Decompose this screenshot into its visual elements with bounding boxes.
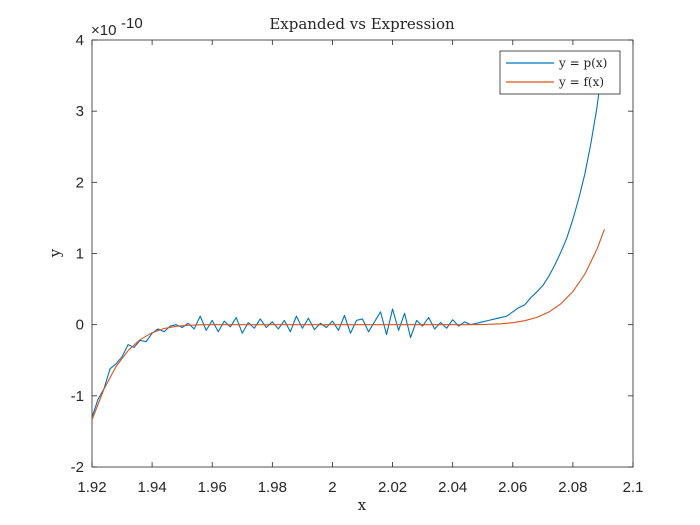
x-tick-label: 1.92: [77, 479, 106, 496]
y-tick-label: 2: [76, 174, 84, 191]
y-tick-label: 1: [76, 246, 84, 263]
legend: y = p(x) y = f(x): [499, 50, 621, 95]
y-axis: -2 -1 0 1 2 3 4: [71, 32, 633, 476]
x-axis-label: x: [358, 496, 367, 514]
y-tick-label: -1: [71, 388, 84, 405]
svg-text:-10: -10: [121, 15, 143, 32]
y-axis-label: y: [46, 248, 64, 258]
series-line-f: [91, 229, 605, 420]
y-exponent-label: ×10 -10: [91, 15, 143, 39]
x-tick-label: 2.08: [558, 479, 587, 496]
legend-box: [499, 50, 621, 95]
x-tick-label: 1.94: [138, 479, 167, 496]
x-tick-label: 2.02: [378, 479, 407, 496]
x-tick-label: 2.06: [498, 479, 527, 496]
x-tick-label: 2: [328, 479, 336, 496]
plot-area: [91, 39, 634, 468]
chart-title: Expanded vs Expression: [269, 15, 455, 33]
x-tick-label: 2.1: [623, 479, 644, 496]
y-tick-label: 3: [76, 103, 84, 120]
x-axis: 1.92 1.94 1.96 1.98 2 2.02 2.04 2.06 2.08 2.1: [77, 40, 643, 496]
legend-label-p: y = p(x): [558, 56, 607, 70]
x-tick-label: 1.96: [198, 479, 227, 496]
svg-text:×10: ×10: [91, 22, 116, 39]
y-tick-label: 4: [76, 32, 84, 49]
x-tick-label: 2.04: [438, 479, 467, 496]
y-tick-label: -2: [71, 459, 84, 476]
x-tick-label: 1.98: [258, 479, 287, 496]
legend-label-f: y = f(x): [558, 75, 604, 89]
y-tick-label: 0: [76, 317, 84, 334]
series-layer: [91, 61, 605, 420]
